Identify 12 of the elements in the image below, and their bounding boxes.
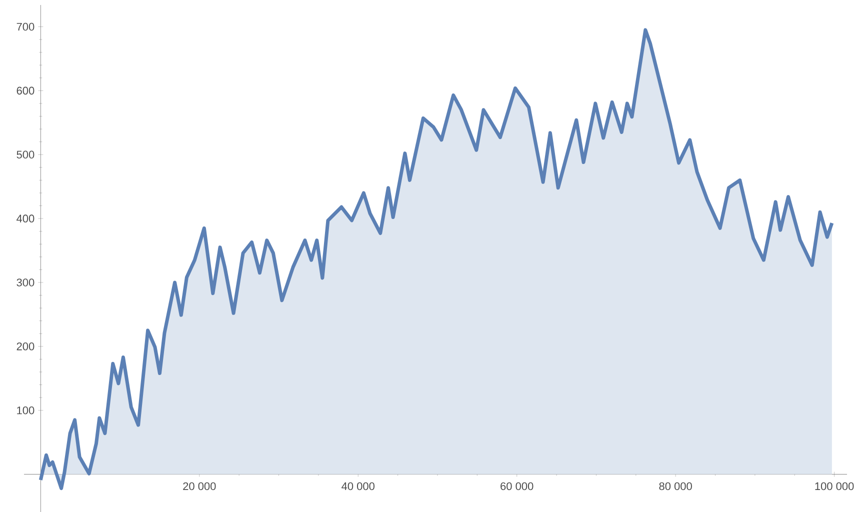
x-tick-label: 60 000 xyxy=(500,482,534,490)
y-tick-label: 700 xyxy=(16,22,34,31)
y-tick-label: 600 xyxy=(16,86,34,95)
x-tick-label: 40 000 xyxy=(342,482,374,490)
x-tick-label: 100 000 xyxy=(815,482,854,490)
y-tick-label: 500 xyxy=(16,150,34,158)
y-tick-label: 200 xyxy=(16,342,34,350)
y-tick-label: 400 xyxy=(16,214,34,222)
x-tick-label: 80 000 xyxy=(659,482,692,490)
x-tick-label: 20 000 xyxy=(183,482,216,490)
y-tick-label: 100 xyxy=(17,406,34,414)
y-tick-label: 300 xyxy=(16,278,34,286)
